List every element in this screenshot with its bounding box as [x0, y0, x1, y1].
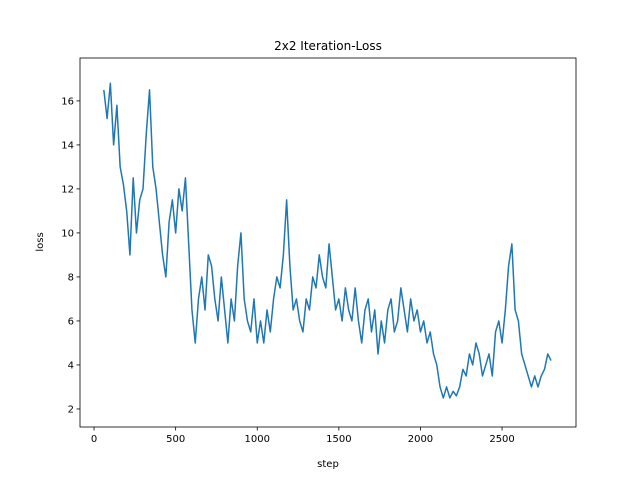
x-axis-label: step [317, 459, 339, 470]
y-tick-label: 8 [68, 272, 74, 283]
x-tick-label: 2500 [489, 434, 514, 445]
y-tick-label: 6 [68, 316, 74, 327]
y-tick-label: 16 [61, 96, 74, 107]
y-tick-label: 4 [68, 360, 74, 371]
loss-line [103, 82, 552, 399]
x-tick-label: 500 [166, 434, 185, 445]
y-axis-label: loss [35, 232, 46, 251]
y-tick-label: 10 [61, 228, 74, 239]
x-tick-label: 1000 [245, 434, 270, 445]
y-tick-label: 14 [61, 140, 74, 151]
x-tick-label: 0 [91, 434, 97, 445]
x-tick-label: 2000 [408, 434, 433, 445]
x-tick-label: 1500 [326, 434, 351, 445]
y-tick-label: 12 [61, 184, 74, 195]
plot-frame [79, 57, 577, 428]
y-tick-label: 2 [68, 404, 74, 415]
chart-title: 2x2 Iteration-Loss [274, 39, 382, 53]
